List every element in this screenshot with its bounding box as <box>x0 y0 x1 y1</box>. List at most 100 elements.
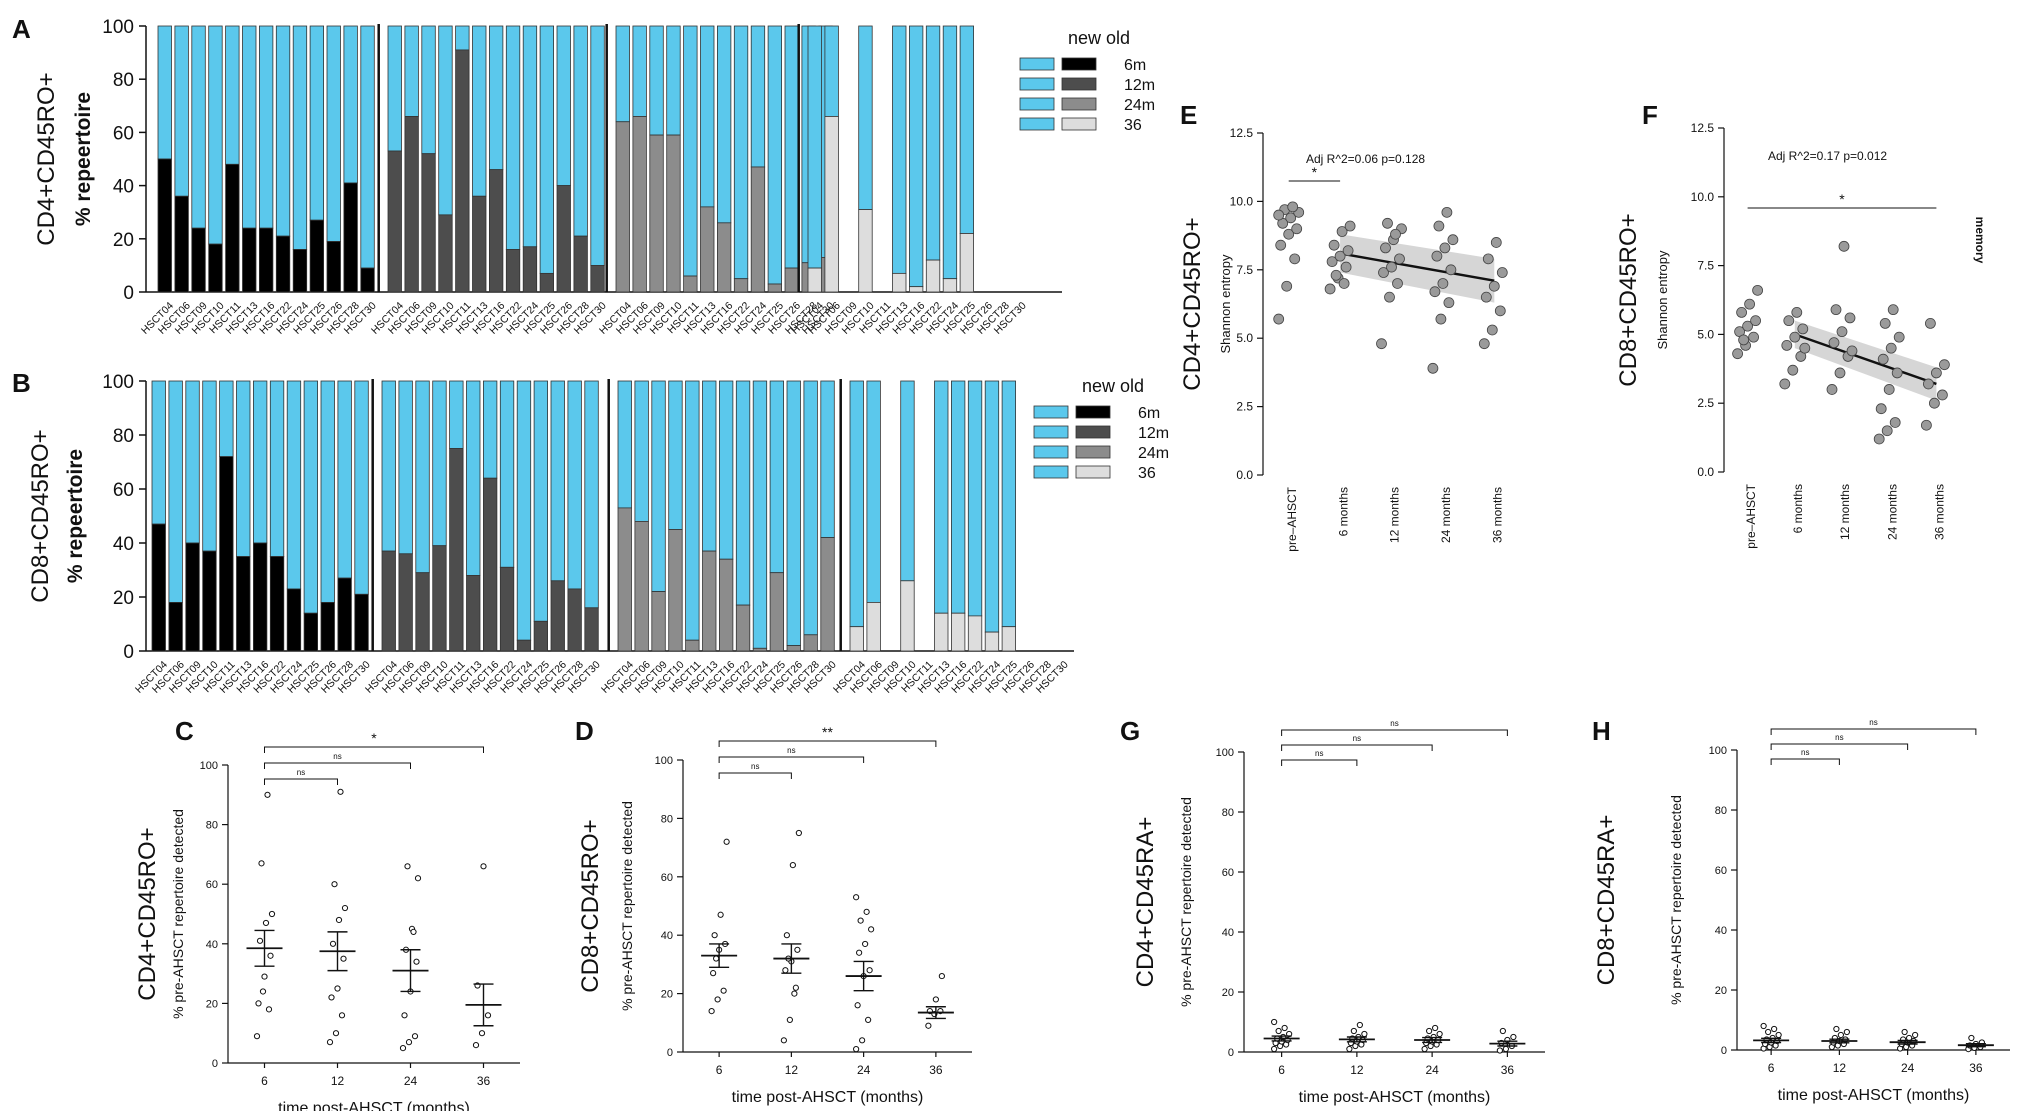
legend-label: 6m <box>1138 405 1160 422</box>
y-tick-label: 7.5 <box>1236 263 1253 277</box>
data-point <box>410 928 417 935</box>
y-tick-label: 40 <box>1222 927 1234 939</box>
y-tick-label: 0 <box>123 642 134 663</box>
y-tick-label: 2.5 <box>1697 396 1714 410</box>
y-tick-label: 20 <box>1715 985 1727 997</box>
data-point <box>328 994 335 1001</box>
bar-segment-old <box>387 150 402 293</box>
bar-segment-new <box>482 380 498 479</box>
bar-segment-old <box>421 153 436 293</box>
x-tick-label: 12 <box>785 1063 799 1077</box>
bar-segment-old <box>767 283 782 293</box>
bar-segment-new <box>567 380 582 590</box>
bar-segment-old <box>590 264 605 293</box>
data-point <box>1496 267 1508 278</box>
significance-label: * <box>371 730 377 746</box>
bar-segment-old <box>786 645 801 652</box>
data-point <box>1273 313 1285 325</box>
data-point <box>1338 278 1350 289</box>
data-point <box>1490 237 1502 248</box>
bar-segment-old <box>556 185 571 293</box>
significance-bracket <box>718 756 865 763</box>
data-point <box>1291 223 1303 235</box>
bar-segment-old <box>909 286 924 293</box>
bar-segment-new <box>820 380 835 539</box>
bar-segment-new <box>236 380 251 557</box>
bar-segment-old <box>157 158 172 293</box>
bar-segment-new <box>455 25 470 51</box>
data-point <box>1828 337 1840 349</box>
data-point <box>1426 1027 1433 1035</box>
data-point <box>1923 378 1934 390</box>
bar-segment-new <box>632 25 647 117</box>
data-point <box>1779 378 1791 390</box>
bar-segment-old <box>900 580 915 652</box>
bar-segment-old <box>398 553 413 652</box>
data-point <box>791 990 798 997</box>
bar-segment-old <box>685 639 700 652</box>
scatter-chart-E: 0.0 2.5 5.0 7.5 10.0 12.5 pre–AHSCT 6 months 12 … <box>1179 126 1508 552</box>
scatter-chart-D: 0 20 40 60 80 100 6 12 24 36 time post-AHSCT (mont… <box>577 724 972 1106</box>
bar-segment-new <box>320 380 335 603</box>
x-tick-label: 6 months <box>1336 487 1350 536</box>
data-point <box>480 863 487 870</box>
data-point <box>1436 1030 1443 1038</box>
data-point <box>1334 250 1346 262</box>
data-point <box>1765 1028 1772 1036</box>
bar-segment-new <box>892 25 907 274</box>
bar-segment-old <box>702 550 717 652</box>
data-point <box>1834 367 1846 379</box>
x-tick-label: 12 <box>1350 1063 1364 1077</box>
data-point <box>865 1016 872 1023</box>
bar-segment-old <box>550 580 565 652</box>
bar-segment-new <box>185 380 200 544</box>
bar-segment-new <box>522 25 538 248</box>
x-tick-label: 36 months <box>1933 484 1947 540</box>
significance-label: ns <box>1353 734 1361 743</box>
data-point <box>1750 315 1761 327</box>
data-point <box>1797 323 1809 335</box>
data-point <box>1378 267 1389 278</box>
data-point <box>399 1045 407 1052</box>
data-point <box>1744 298 1755 310</box>
data-point <box>1877 353 1889 365</box>
bar-segment-old <box>934 612 949 652</box>
bar-segment-new <box>702 380 717 552</box>
data-point <box>1384 291 1395 303</box>
data-point <box>256 937 264 944</box>
y-tick-label: 7.5 <box>1697 259 1714 273</box>
data-point <box>338 1012 346 1019</box>
bar-segment-old <box>499 566 515 652</box>
regression-band <box>1794 320 1937 401</box>
data-point <box>1271 1018 1278 1026</box>
data-point <box>1445 264 1457 276</box>
significance-label: ns <box>297 768 305 777</box>
data-point <box>1441 206 1453 218</box>
bar-segment-old <box>269 556 285 652</box>
bar-segment-old <box>326 241 341 293</box>
bar-segment-old <box>219 456 234 652</box>
bar-segment-old <box>1001 626 1016 652</box>
bar-segment-old <box>151 523 166 652</box>
data-point <box>789 862 796 869</box>
panel-letter-B: B <box>12 368 31 398</box>
y-axis-title-big: CD8+CD45RO+ <box>577 819 604 992</box>
bar-segment-old <box>668 529 683 652</box>
x-tick-label: 24 <box>1901 1061 1915 1075</box>
bar-segment-new <box>767 25 782 285</box>
data-point <box>1887 304 1899 316</box>
legend-swatch-new <box>1019 97 1055 111</box>
data-point <box>1875 403 1887 415</box>
bar-segment-new <box>733 25 749 280</box>
data-point <box>1289 253 1301 265</box>
data-point <box>401 1012 408 1019</box>
bar-segment-old <box>632 116 647 293</box>
data-point <box>1427 362 1439 374</box>
bar-segment-new <box>191 25 206 229</box>
bar-segment-new <box>590 25 605 266</box>
data-point <box>404 863 411 870</box>
y-tick-label: 60 <box>113 123 134 144</box>
data-point <box>1281 280 1293 292</box>
bar-segment-old <box>617 507 632 652</box>
bar-segment-new <box>584 380 599 609</box>
